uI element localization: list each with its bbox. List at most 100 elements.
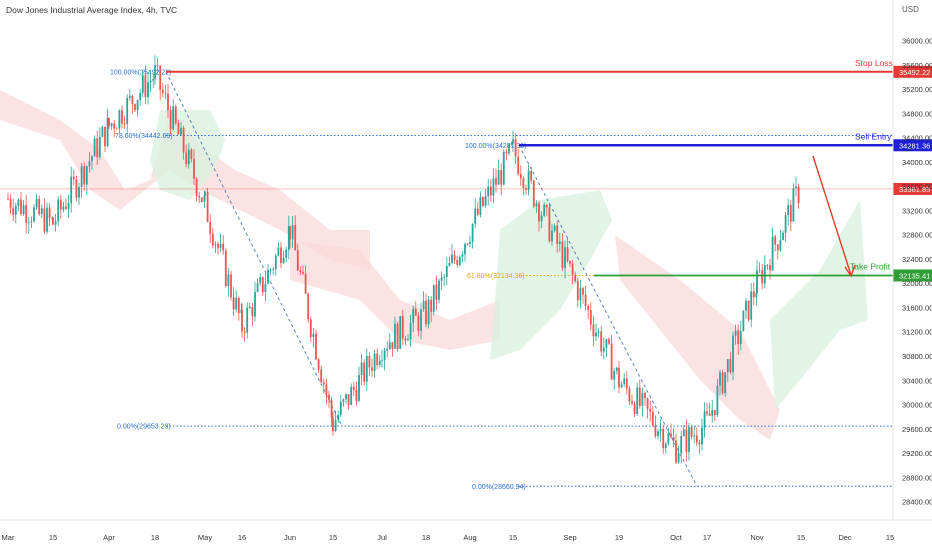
candle-body — [672, 437, 675, 441]
candle-body — [20, 199, 22, 215]
candle-body — [267, 269, 269, 284]
candle-body — [479, 197, 482, 215]
level-price-label: 32135.41 — [899, 271, 930, 280]
candle-body — [589, 310, 592, 325]
candle-body — [766, 264, 769, 266]
time-tick-label: 16 — [238, 533, 246, 542]
candle-body — [664, 443, 667, 449]
candle-body — [91, 156, 93, 162]
candle-body — [139, 92, 142, 101]
candle-body — [695, 435, 698, 443]
candle-body — [734, 330, 737, 336]
candle-body — [412, 308, 415, 323]
candle-body — [545, 204, 548, 208]
candle-body — [101, 126, 104, 137]
candle-body — [159, 65, 162, 90]
candle-body — [237, 297, 240, 313]
time-tick-label: Apr — [103, 533, 115, 542]
candle-body — [149, 80, 152, 83]
price-tick-label: 32400.00 — [902, 255, 932, 264]
candle-body — [776, 244, 779, 251]
price-axis[interactable]: 36000.00 35600.00 35200.00 34800.00 34400.00… — [902, 37, 932, 507]
candle-body — [396, 323, 399, 349]
candle-body — [219, 243, 222, 248]
time-axis[interactable]: Mar 15 Apr 18 May 16 Jun 15 Jul 18 Aug 15 Sep 19 Oct 17… — [2, 533, 895, 542]
candle-body — [52, 217, 54, 225]
candle-body — [136, 100, 139, 110]
candle-body — [688, 427, 690, 452]
candle-body — [383, 350, 386, 361]
candle-body — [304, 273, 307, 294]
candle-body — [561, 241, 564, 269]
candle-body — [659, 429, 662, 432]
candle-body — [670, 433, 672, 438]
candle-body — [558, 241, 561, 245]
level-price-tag — [893, 269, 932, 282]
candle-body — [425, 300, 427, 325]
candle-body — [358, 375, 360, 401]
candle-body — [657, 431, 659, 436]
candle-body — [631, 401, 633, 404]
price-tick-label: 28800.00 — [902, 473, 932, 482]
candle-body — [291, 225, 294, 240]
time-tick-label: 15 — [886, 533, 894, 542]
price-tick-label: 31600.00 — [902, 303, 932, 312]
candle-body — [464, 243, 466, 255]
candle-body — [182, 127, 185, 153]
candle-body — [724, 372, 727, 394]
candle-body — [30, 221, 33, 222]
candle-body — [618, 367, 620, 388]
candle-body — [214, 243, 217, 246]
candle-body — [721, 372, 724, 394]
candle-body — [93, 138, 96, 157]
candle-body — [651, 411, 654, 426]
candle-body — [530, 170, 533, 181]
candle-body — [376, 353, 379, 365]
candle-body — [388, 342, 391, 349]
candle-body — [12, 208, 15, 215]
candle-body — [174, 106, 177, 124]
candle-body — [782, 232, 784, 241]
candle-body — [126, 98, 129, 124]
time-tick-label: Dec — [838, 533, 852, 542]
candle-body — [458, 256, 461, 265]
candle-body — [584, 294, 587, 307]
candle-body — [745, 300, 747, 311]
currency-label: USD — [902, 5, 919, 14]
candle-body — [386, 348, 389, 351]
candle-body — [420, 309, 422, 331]
candle-body — [440, 277, 443, 281]
candle-body — [566, 247, 569, 261]
candle-body — [110, 123, 113, 127]
cloud-band — [150, 110, 225, 200]
candle-body — [461, 254, 464, 257]
price-tick-label: 30000.00 — [902, 401, 932, 410]
candle-body — [495, 178, 497, 185]
candle-body — [43, 208, 46, 232]
candle-body — [571, 263, 574, 275]
candle-body — [315, 333, 317, 360]
candle-body — [108, 117, 110, 127]
projection-arrow — [812, 155, 856, 278]
candle-body — [62, 206, 65, 210]
candle-body — [378, 360, 381, 365]
candle-body — [698, 442, 701, 445]
candle-body — [527, 170, 530, 190]
candle-body — [579, 288, 582, 301]
level-price-label: 34281.36 — [899, 141, 930, 150]
fib-trend-line — [518, 145, 698, 487]
candle-body — [750, 291, 753, 320]
candle-body — [628, 388, 631, 402]
candle-body — [285, 249, 288, 258]
candle-body — [198, 195, 201, 198]
candle-body — [685, 429, 688, 452]
cloud-band — [490, 190, 612, 360]
candle-body — [287, 226, 290, 250]
candle-body — [737, 330, 740, 344]
candle-body — [355, 389, 358, 401]
candle-body — [407, 339, 409, 341]
candle-body — [368, 356, 371, 368]
time-tick-label: 15 — [49, 533, 57, 542]
candle-body — [564, 247, 566, 269]
